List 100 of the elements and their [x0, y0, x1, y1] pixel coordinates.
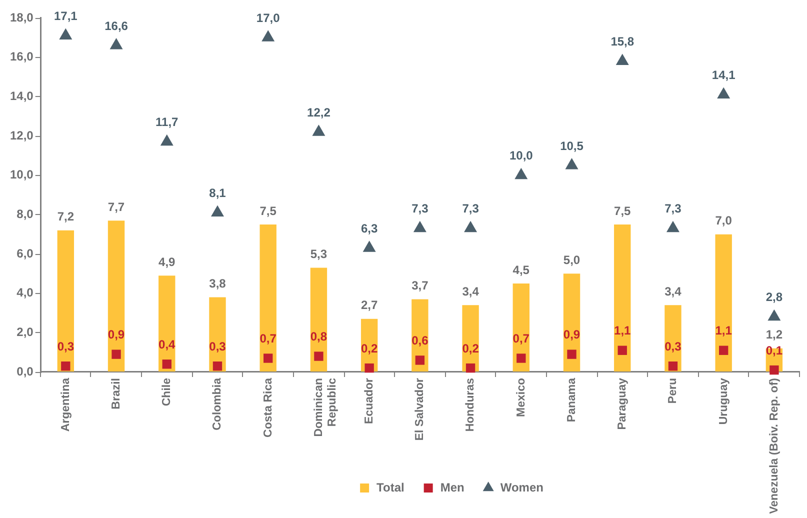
point — [364, 363, 374, 373]
point — [162, 360, 172, 369]
bar — [412, 299, 428, 372]
data-label: 0,8 — [310, 330, 328, 344]
x-tick-label: Mexico — [515, 378, 528, 417]
data-label: 11,7 — [156, 115, 179, 130]
point — [666, 220, 680, 232]
legend-label: Women — [500, 480, 544, 494]
data-label: 1,2 — [766, 328, 783, 342]
point — [110, 38, 123, 50]
data-label: 0,3 — [664, 339, 682, 354]
y-tick-label: 14,0 — [10, 88, 34, 103]
data-label: 7,5 — [260, 204, 277, 218]
data-label: 2,7 — [360, 298, 378, 312]
x-tick-label: Paraguay — [616, 377, 629, 430]
y-tick-label: 2,0 — [16, 324, 34, 339]
data-label: 0,7 — [512, 332, 530, 346]
point — [61, 362, 70, 371]
bar — [57, 230, 74, 372]
point — [514, 168, 528, 180]
data-label: 0,9 — [108, 328, 125, 342]
point — [616, 54, 629, 66]
data-label: 7,3 — [664, 202, 682, 216]
y-tick-label: 16,0 — [10, 50, 34, 64]
data-label: 3,4 — [462, 284, 480, 298]
data-label: 0,7 — [260, 332, 277, 346]
data-label: 7,3 — [462, 202, 480, 216]
data-label: 10,0 — [509, 148, 534, 163]
y-tick-label: 6,0 — [16, 246, 34, 260]
point — [718, 346, 728, 355]
bar — [614, 224, 631, 372]
data-label: 16,6 — [104, 18, 128, 33]
legend-label: Men — [440, 480, 464, 494]
x-tick-label: Brazil — [110, 378, 122, 410]
data-label: 4,9 — [158, 254, 176, 269]
bar — [664, 305, 682, 372]
point — [112, 350, 121, 359]
point — [466, 363, 476, 373]
point — [314, 352, 324, 361]
x-tick-label: Panama — [566, 377, 578, 422]
x-tick-label: El Salvador — [414, 377, 426, 441]
data-label: 15,8 — [610, 34, 634, 49]
data-label: 5,0 — [563, 252, 580, 267]
point — [516, 354, 526, 363]
data-label: 5,3 — [310, 247, 328, 262]
data-label: 17,1 — [54, 9, 78, 24]
data-label: 7,3 — [412, 202, 429, 216]
legend-label: Total — [376, 480, 404, 494]
point — [264, 354, 273, 363]
point — [413, 220, 426, 232]
data-label: 3,7 — [412, 278, 429, 293]
data-label: 2,8 — [766, 290, 783, 304]
point — [312, 124, 326, 136]
data-label: 3,4 — [664, 284, 682, 298]
data-label: 14,1 — [712, 68, 736, 82]
point — [618, 346, 627, 355]
data-label: 0,3 — [209, 339, 226, 354]
x-tick-label: Venezuela (Boiv. Rep. of) — [768, 378, 780, 514]
point — [362, 240, 376, 252]
data-label: 0,3 — [57, 339, 74, 354]
x-tick-label: Honduras — [464, 378, 477, 432]
data-label: 1,1 — [715, 324, 732, 338]
x-tick-label: Costa Rica — [262, 377, 274, 438]
point — [717, 87, 730, 98]
x-tick-label: Chile — [161, 378, 174, 406]
bar — [209, 297, 226, 372]
point — [160, 134, 174, 146]
point — [210, 205, 224, 216]
point — [770, 365, 779, 375]
data-label: 8,1 — [209, 186, 226, 200]
data-label: 1,1 — [614, 324, 632, 338]
data-label: 7,5 — [614, 204, 632, 218]
x-tick-label: Argentina — [60, 377, 72, 432]
y-tick-label: 4,0 — [16, 286, 34, 300]
data-label: 3,8 — [209, 276, 226, 291]
data-label: 0,6 — [412, 334, 429, 348]
data-label: 7,7 — [108, 200, 125, 214]
data-label: 7,2 — [57, 210, 74, 224]
y-tick-label: 10,0 — [10, 168, 34, 182]
y-tick-label: 8,0 — [16, 206, 34, 221]
data-label: 12,2 — [307, 105, 331, 120]
point — [415, 356, 425, 365]
data-label: 0,2 — [462, 341, 480, 356]
data-label: 0,9 — [563, 328, 580, 342]
point — [567, 350, 576, 359]
bar — [108, 220, 125, 372]
x-tick-label: Ecuador — [363, 377, 376, 424]
point — [464, 220, 478, 232]
bar — [512, 284, 530, 372]
bar — [563, 274, 580, 372]
bar — [260, 224, 276, 372]
x-tick-label: Dominican Republic — [312, 377, 339, 437]
bar — [158, 276, 176, 372]
data-label: 17,0 — [256, 10, 280, 25]
x-tick-label: Colombia — [212, 377, 224, 430]
data-label: 10,5 — [560, 138, 584, 153]
data-label: 4,5 — [512, 262, 530, 277]
y-tick-label: 12,0 — [10, 128, 34, 142]
bar — [715, 234, 732, 372]
data-label: 7,0 — [715, 214, 732, 228]
